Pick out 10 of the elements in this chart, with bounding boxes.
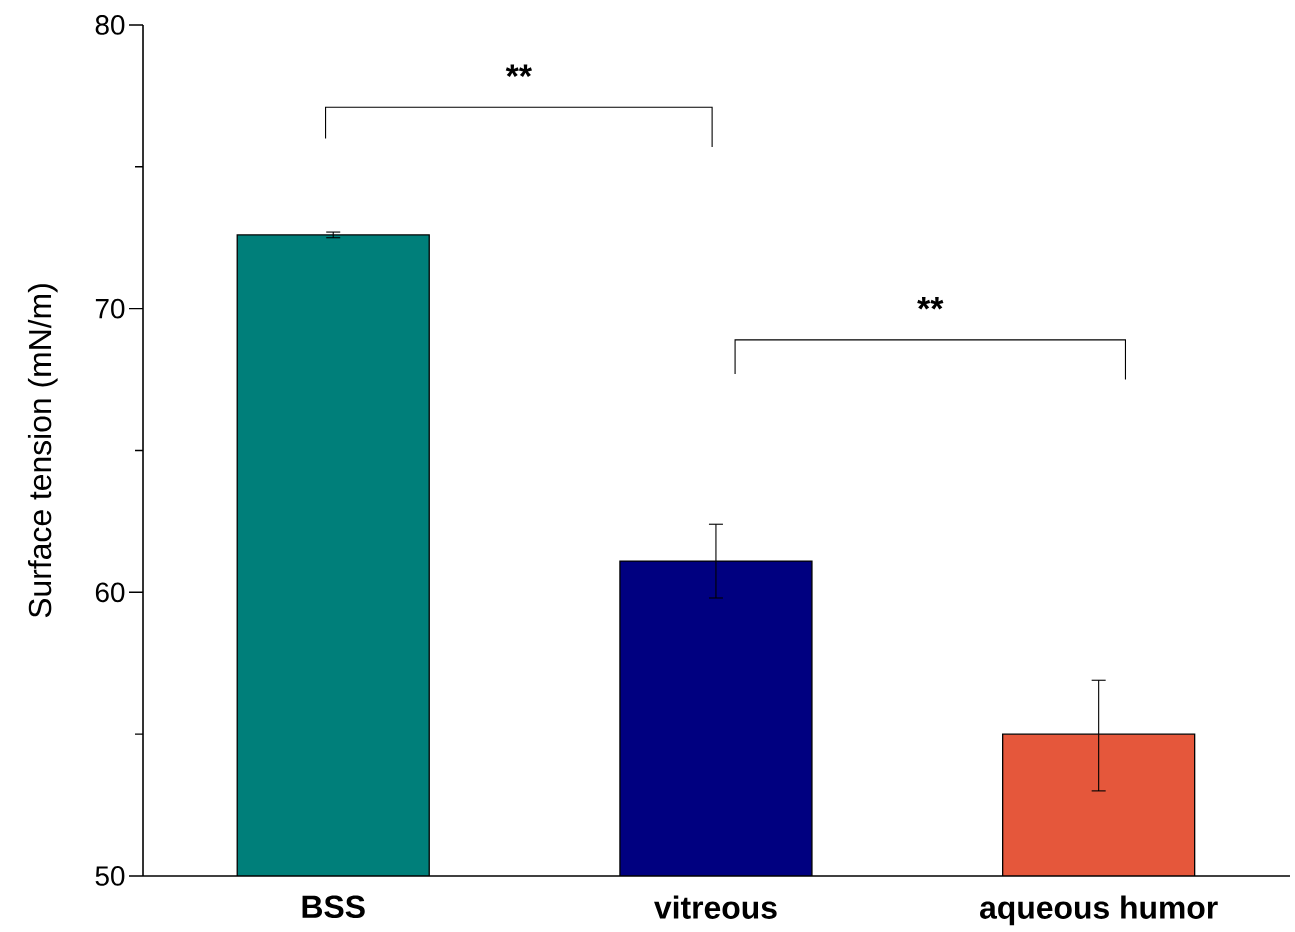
x-tick-label: aqueous humor	[980, 895, 1218, 926]
x-tick-label: BSS	[302, 895, 365, 919]
y-tick-label: 70	[95, 298, 125, 319]
y-tick-label: 50	[95, 866, 125, 886]
y-tick-label: 80	[95, 15, 125, 35]
annotation: **	[505, 64, 532, 77]
annotation: **	[917, 296, 944, 310]
y-tick-label: 60	[95, 582, 125, 603]
x-tick-label: vitreous	[654, 895, 777, 919]
y-axis-title: Surface tension (mN/m)	[27, 284, 58, 618]
